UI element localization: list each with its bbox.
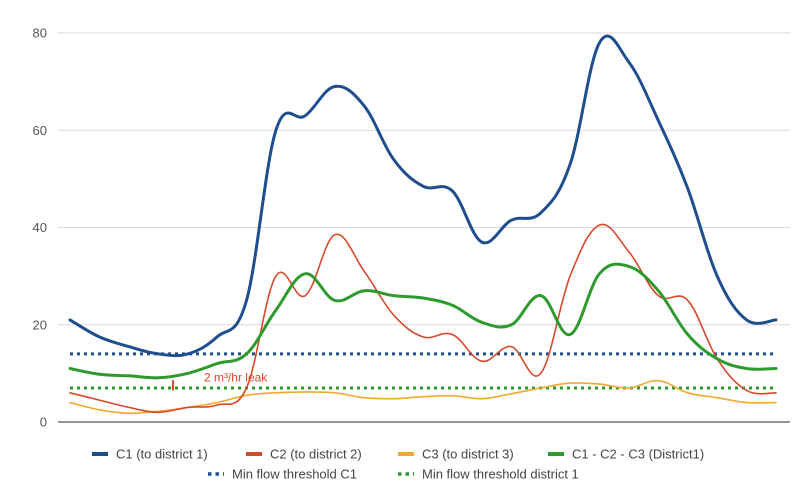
- series-1-line: [69, 223, 777, 414]
- y-tick-label: 40: [33, 220, 47, 235]
- threshold-lines: [70, 352, 776, 390]
- gridlines: [58, 32, 790, 423]
- leak-annotation-label: 2 m³/hr leak: [204, 371, 268, 385]
- series-2-line: [69, 379, 777, 415]
- legend-label: C2 (to district 2): [270, 447, 362, 462]
- y-tick-label: 60: [33, 123, 47, 138]
- series-0-line: [68, 34, 778, 358]
- y-tick-label: 0: [40, 415, 47, 430]
- y-tick-label: 20: [33, 317, 47, 332]
- legend: C1 (to district 1) C2 (to district 2) C3 (…: [92, 447, 704, 482]
- legend-label: Min flow threshold C1: [232, 467, 357, 482]
- series-3-line: [68, 262, 778, 380]
- series-lines: [68, 34, 778, 415]
- y-tick-label: 80: [33, 26, 47, 41]
- legend-label: Min flow threshold district 1: [422, 467, 579, 482]
- legend-label: C1 (to district 1): [116, 447, 208, 462]
- legend-label: C1 - C2 - C3 (District1): [572, 447, 704, 462]
- legend-label: C3 (to district 3): [422, 447, 514, 462]
- y-axis-ticks: 0 20 40 60 80: [33, 26, 47, 430]
- annotations: 2 m³/hr leak: [171, 371, 268, 391]
